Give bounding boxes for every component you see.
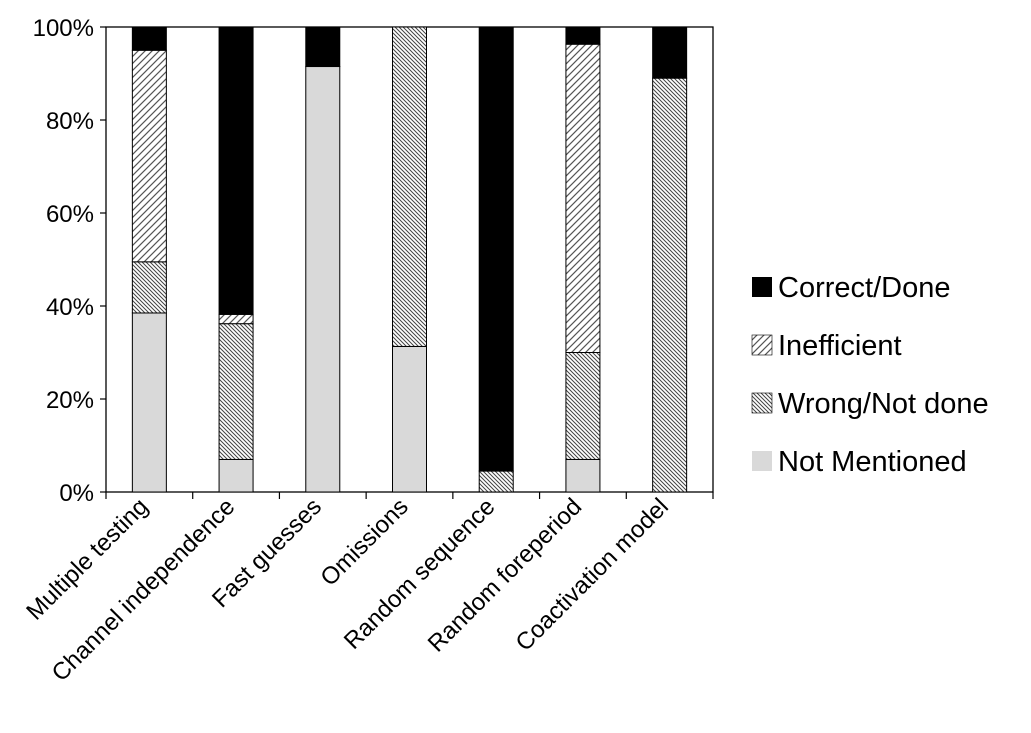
legend-label: Wrong/Not done	[778, 388, 989, 420]
bar-omissions-not-mentioned	[392, 345, 427, 493]
bar-channel-independence-inefficient	[218, 313, 254, 325]
bar-fast-guesses-correct-done	[305, 26, 341, 68]
bar-random-sequence-correct-done	[478, 26, 514, 472]
legend-item-not-mentioned: Not Mentioned	[752, 446, 967, 478]
legend-label: Correct/Done	[778, 272, 950, 304]
bar-channel-independence-wrong-not-done	[218, 323, 254, 460]
legend-item-inefficient: Inefficient	[751, 330, 902, 362]
bar-random-foreperiod-not-mentioned	[565, 458, 601, 493]
y-tick-label: 20%	[46, 387, 94, 414]
legend-swatch	[752, 277, 772, 297]
y-tick-label: 100%	[33, 15, 94, 42]
y-tick-label: 40%	[46, 294, 94, 321]
legend-label: Not Mentioned	[778, 446, 967, 478]
legend-item-wrong-not-done: Wrong/Not done	[751, 388, 989, 420]
bar-random-foreperiod-inefficient	[565, 43, 601, 354]
bar-multiple-testing-wrong-not-done	[131, 261, 167, 314]
bar-coactivation-model-wrong-not-done	[652, 77, 688, 493]
bar-multiple-testing-correct-done	[131, 26, 167, 51]
x-tick-label: Random foreperiod	[423, 493, 587, 657]
bar-channel-independence-correct-done	[218, 26, 254, 315]
legend-swatch	[751, 392, 773, 414]
bar-multiple-testing-inefficient	[131, 49, 167, 263]
bar-fast-guesses-not-mentioned	[305, 66, 341, 493]
legend-item-correct-done: Correct/Done	[752, 272, 950, 304]
legend: Correct/Done Inefficient Wrong/Not done Not…	[751, 272, 989, 478]
y-tick-label: 0%	[59, 480, 94, 507]
x-tick-label: Coactivation model	[510, 493, 673, 656]
bar-random-foreperiod-wrong-not-done	[565, 352, 601, 460]
bar-channel-independence-not-mentioned	[218, 458, 254, 493]
legend-label: Inefficient	[778, 330, 902, 362]
bar-random-sequence-wrong-not-done	[478, 470, 514, 493]
x-tick-label: Random sequence	[339, 493, 501, 655]
legend-swatch	[752, 451, 772, 471]
y-tick-label: 60%	[46, 201, 94, 228]
bar-multiple-testing-not-mentioned	[131, 312, 167, 493]
bar-omissions-wrong-not-done	[392, 26, 427, 347]
bar-random-foreperiod-correct-done	[565, 26, 601, 45]
y-tick-label: 80%	[46, 108, 94, 135]
bar-coactivation-model-correct-done	[652, 26, 688, 79]
legend-swatch	[751, 334, 773, 356]
plot-area	[105, 26, 714, 493]
